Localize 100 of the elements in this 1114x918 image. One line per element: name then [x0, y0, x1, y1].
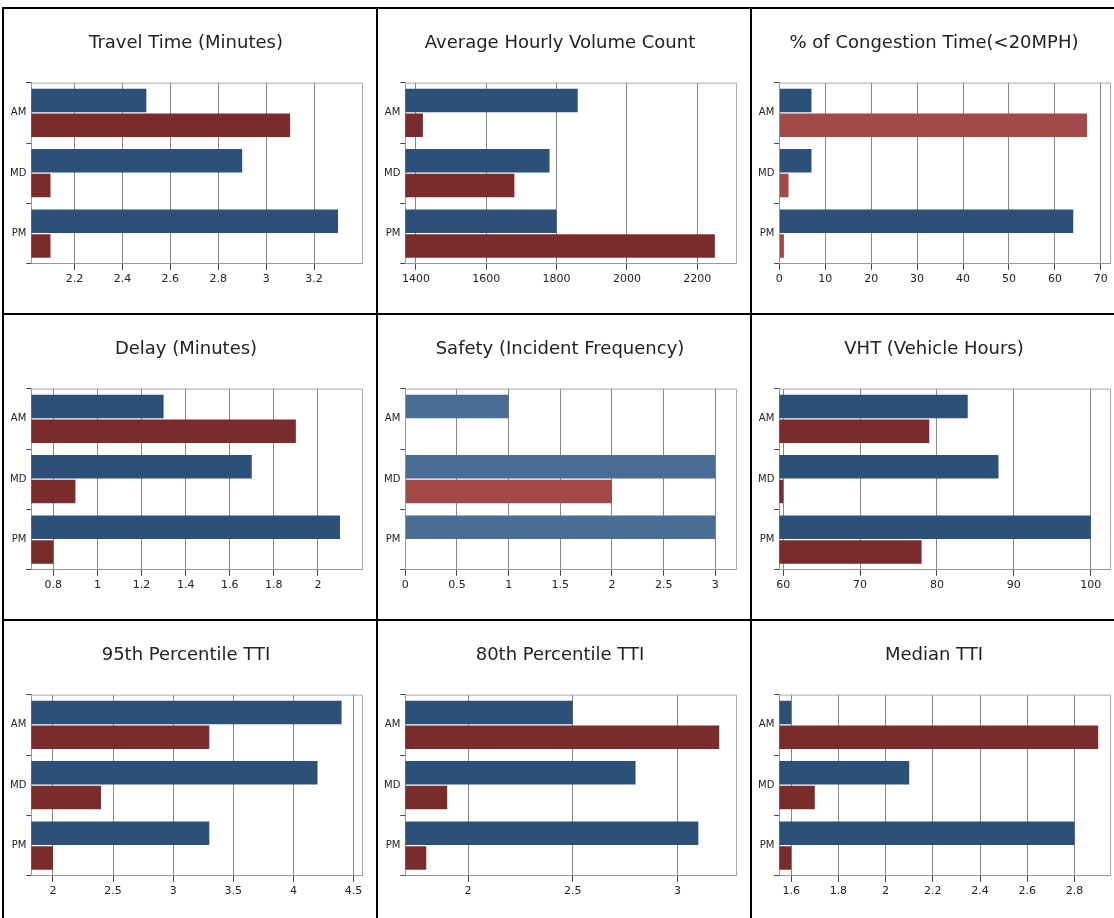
y-tick-label: PM	[759, 227, 775, 239]
x-tick-label: 20	[864, 272, 879, 286]
bar	[405, 394, 509, 419]
x-tick-label: 1.6	[782, 884, 800, 898]
y-tick-label: PM	[11, 839, 27, 851]
x-tick-label: 1.8	[829, 884, 848, 898]
x-tick-label: 0.8	[44, 578, 63, 592]
chart-title: VHT (Vehicle Hours)	[844, 337, 1024, 359]
chart-title: Average Hourly Volume Count	[424, 31, 696, 53]
y-tick-label: PM	[11, 533, 27, 545]
chart-title: 80th Percentile TTI	[475, 643, 645, 665]
x-tick-label: 70	[1093, 272, 1108, 286]
chart-title: 95th Percentile TTI	[101, 643, 271, 665]
y-tick-label: PM	[759, 839, 775, 851]
x-tick-label: 1	[505, 578, 513, 592]
x-tick-label: 3.2	[305, 272, 323, 286]
x-tick-label: 2.8	[209, 272, 227, 286]
x-tick-label: 3	[262, 272, 270, 286]
y-tick-label: MD	[384, 778, 401, 790]
x-tick-label: 100	[1080, 578, 1102, 592]
y-tick-label: MD	[758, 166, 775, 178]
x-tick-label: 50	[1001, 272, 1016, 286]
x-tick-label: 70	[853, 578, 868, 592]
bar	[405, 455, 716, 479]
x-tick-label: 0.5	[448, 578, 466, 592]
x-tick-label: 1.4	[176, 578, 195, 592]
bar	[405, 515, 716, 539]
x-tick-label: 60	[1047, 272, 1062, 286]
y-tick-label: MD	[758, 778, 775, 790]
x-tick-label: 2.5	[104, 884, 122, 898]
x-tick-label: 2	[314, 578, 322, 592]
y-tick-label: AM	[758, 412, 775, 424]
chart-title: Median TTI	[884, 643, 984, 665]
y-tick-label: PM	[385, 533, 401, 545]
x-tick-label: 2000	[612, 272, 641, 286]
y-tick-label: PM	[385, 839, 401, 851]
x-tick-label: 3	[711, 578, 719, 592]
bar	[779, 113, 1088, 137]
y-tick-label: AM	[10, 106, 27, 118]
x-tick-label: 0	[401, 578, 409, 592]
x-tick-label: 60	[776, 578, 791, 592]
y-tick-label: PM	[11, 227, 27, 239]
y-tick-label: MD	[758, 472, 775, 484]
x-tick-label: 1	[93, 578, 101, 592]
x-tick-label: 2	[464, 884, 472, 898]
bar	[779, 88, 812, 113]
x-tick-label: 40	[956, 272, 971, 286]
y-tick-label: MD	[10, 166, 27, 178]
x-tick-label: 2.8	[1065, 884, 1084, 898]
x-tick-label: 2	[608, 578, 616, 592]
x-tick-label: 2.4	[113, 272, 132, 286]
x-tick-label: 2200	[683, 272, 712, 286]
x-tick-label: 3	[673, 884, 681, 898]
x-tick-label: 1400	[401, 272, 430, 286]
bar	[405, 479, 612, 504]
bar	[779, 173, 789, 198]
x-tick-label: 2.6	[161, 272, 180, 286]
x-tick-label: 2.2	[924, 884, 942, 898]
x-tick-label: 30	[910, 272, 925, 286]
x-tick-label: 3.5	[224, 884, 243, 898]
y-tick-label: MD	[10, 778, 27, 790]
x-tick-label: 0	[775, 272, 783, 286]
chart-title: Safety (Incident Frequency)	[435, 337, 685, 359]
x-tick-label: 4	[289, 884, 297, 898]
y-tick-label: AM	[384, 412, 401, 424]
x-tick-label: 2	[49, 884, 57, 898]
x-tick-label: 1.5	[551, 578, 570, 592]
y-tick-label: MD	[10, 472, 27, 484]
chart-title: % of Congestion Time(<20MPH)	[789, 31, 1079, 53]
chart-title: Travel Time (Minutes)	[88, 31, 283, 53]
bar	[779, 234, 784, 258]
y-tick-label: AM	[10, 718, 27, 730]
y-tick-label: MD	[384, 166, 401, 178]
x-tick-label: 2.5	[564, 884, 582, 898]
x-tick-label: 2	[882, 884, 890, 898]
chart-title: Delay (Minutes)	[114, 337, 258, 359]
bar	[779, 209, 1074, 233]
y-tick-label: AM	[758, 106, 775, 118]
x-tick-label: 1800	[542, 272, 571, 286]
x-tick-label: 2.2	[65, 272, 84, 286]
y-tick-label: AM	[758, 718, 775, 730]
y-tick-label: MD	[384, 472, 401, 484]
x-tick-label: 1.6	[220, 578, 239, 592]
x-tick-label: 10	[818, 272, 833, 286]
y-tick-label: AM	[384, 106, 401, 118]
x-tick-label: 1600	[472, 272, 501, 286]
x-tick-label: 80	[929, 578, 944, 592]
bar	[779, 149, 812, 173]
x-tick-label: 1.8	[265, 578, 283, 592]
x-tick-label: 3	[169, 884, 177, 898]
y-tick-label: PM	[385, 227, 401, 239]
x-tick-label: 1.2	[132, 578, 151, 592]
y-tick-label: PM	[759, 533, 775, 545]
x-tick-label: 4.5	[344, 884, 363, 898]
x-tick-label: 2.5	[654, 578, 673, 592]
y-tick-label: AM	[10, 412, 27, 424]
x-tick-label: 90	[1006, 578, 1021, 592]
y-tick-label: AM	[384, 718, 401, 730]
x-tick-label: 2.6	[1018, 884, 1037, 898]
x-tick-label: 2.4	[971, 884, 989, 898]
